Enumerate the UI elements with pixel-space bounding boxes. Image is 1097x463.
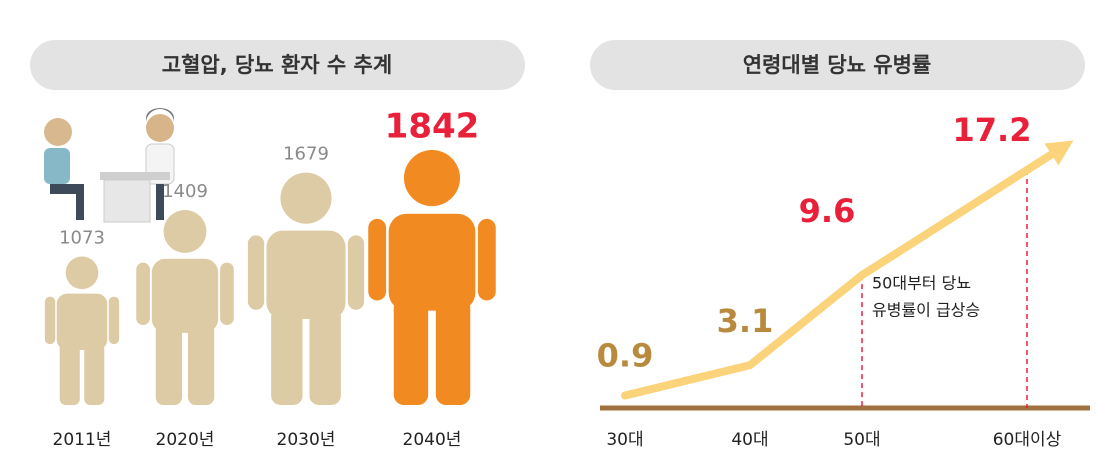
arrow-head [1044,140,1074,166]
category-label: 40대 [731,430,768,450]
figure-leg [59,342,80,405]
figure-head [163,209,207,253]
figure-arm [247,235,265,310]
category-label: 30대 [606,430,643,450]
figure-arm [220,262,234,326]
figure-torso [151,258,219,333]
figure-leg [155,323,183,405]
category-label: 2020년 [156,430,215,450]
figure-arm [136,262,150,326]
figure-arm [108,296,120,345]
value-label: 1679 [283,144,329,165]
value-label: 1073 [59,227,105,248]
figure-leg [187,323,215,405]
figure-head [403,150,461,207]
value-label: 17.2 [953,111,1032,149]
value-label: 9.6 [799,192,856,230]
value-label: 1409 [162,181,208,202]
person-figure [44,256,120,405]
chart-title: 고혈압, 당뇨 환자 수 추계 [162,53,392,77]
category-label: 2030년 [277,430,336,450]
figure-torso [266,230,346,319]
figure-leg [271,307,303,405]
person-figure [368,150,496,405]
category-label: 50대 [843,430,880,450]
figure-arm [368,218,387,301]
figure-torso [388,213,476,311]
doctor-patient-illustration [44,108,175,223]
person-figure [247,172,365,405]
chart-title: 연령대별 당뇨 유병률 [743,53,932,77]
category-label: 2040년 [403,430,462,450]
figure-arm [44,296,56,345]
title-pill [30,40,525,90]
figure-leg [435,297,471,405]
category-label: 60대이상 [993,430,1062,450]
figure-torso [56,293,108,351]
figure-head [65,256,99,290]
person-figure [136,209,234,405]
data-line [621,146,1063,400]
annotation: 유병률이 급상승 [872,301,980,320]
figure-arm [347,235,365,310]
annotation: 50대부터 당뇨 [872,274,971,293]
figure-leg [84,342,105,405]
figure-leg [393,297,429,405]
figure-arm [477,218,496,301]
title-pill [590,40,1085,90]
value-label: 1842 [385,107,480,147]
category-label: 2011년 [53,430,112,450]
figure-head [280,172,332,224]
value-label: 3.1 [717,302,774,340]
figure-leg [309,307,341,405]
value-label: 0.9 [597,337,654,375]
